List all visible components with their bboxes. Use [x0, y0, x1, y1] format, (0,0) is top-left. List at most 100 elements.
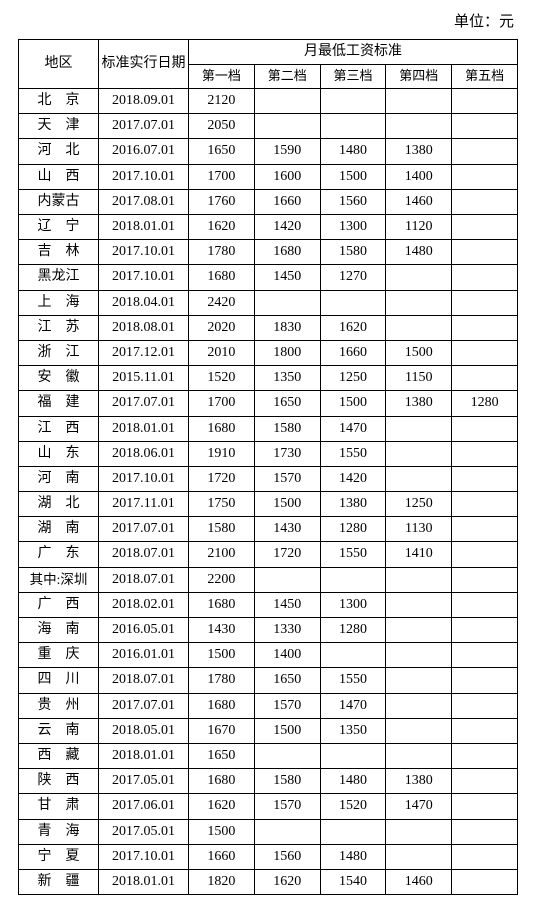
- cell-tier-4: [386, 114, 452, 139]
- cell-tier-2: 1330: [254, 618, 320, 643]
- cell-tier-3: 1550: [320, 668, 386, 693]
- cell-region: 甘 肃: [19, 794, 99, 819]
- cell-date: 2017.05.01: [99, 769, 189, 794]
- cell-tier-3: 1270: [320, 265, 386, 290]
- cell-region: 黑龙江: [19, 265, 99, 290]
- table-row: 江 苏2018.08.01202018301620: [19, 315, 518, 340]
- cell-tier-5: [452, 492, 518, 517]
- table-row: 新 疆2018.01.011820162015401460: [19, 869, 518, 894]
- cell-tier-2: 1560: [254, 844, 320, 869]
- cell-tier-4: [386, 819, 452, 844]
- cell-tier-1: 1680: [189, 416, 255, 441]
- cell-tier-4: [386, 743, 452, 768]
- table-row: 浙 江2017.12.012010180016601500: [19, 340, 518, 365]
- cell-region: 新 疆: [19, 869, 99, 894]
- table-row: 四 川2018.07.01178016501550: [19, 668, 518, 693]
- cell-tier-2: 1450: [254, 592, 320, 617]
- table-row: 河 南2017.10.01172015701420: [19, 466, 518, 491]
- cell-date: 2018.07.01: [99, 542, 189, 567]
- cell-tier-4: 1500: [386, 340, 452, 365]
- cell-tier-3: 1350: [320, 718, 386, 743]
- cell-tier-1: 1760: [189, 189, 255, 214]
- cell-tier-4: 1400: [386, 164, 452, 189]
- cell-date: 2017.05.01: [99, 819, 189, 844]
- cell-tier-1: 1430: [189, 618, 255, 643]
- cell-tier-2: 1650: [254, 668, 320, 693]
- cell-tier-5: [452, 189, 518, 214]
- cell-tier-3: 1420: [320, 466, 386, 491]
- cell-tier-5: [452, 139, 518, 164]
- unit-label: 单位：元: [18, 10, 518, 31]
- cell-tier-4: 1380: [386, 391, 452, 416]
- cell-tier-3: [320, 643, 386, 668]
- cell-tier-2: 1350: [254, 366, 320, 391]
- cell-tier-1: 1580: [189, 517, 255, 542]
- cell-tier-1: 1500: [189, 643, 255, 668]
- cell-region: 辽 宁: [19, 215, 99, 240]
- cell-tier-2: [254, 290, 320, 315]
- cell-tier-5: [452, 366, 518, 391]
- table-header: 地区 标准实行日期 月最低工资标准 第一档 第二档 第三档 第四档 第五档: [19, 40, 518, 89]
- cell-tier-3: 1500: [320, 391, 386, 416]
- cell-tier-2: [254, 567, 320, 592]
- cell-region: 四 川: [19, 668, 99, 693]
- cell-tier-5: [452, 718, 518, 743]
- cell-tier-5: [452, 643, 518, 668]
- cell-tier-3: 1520: [320, 794, 386, 819]
- cell-tier-4: 1480: [386, 240, 452, 265]
- cell-region: 重 庆: [19, 643, 99, 668]
- header-tier-5: 第五档: [452, 65, 518, 89]
- cell-tier-4: 1120: [386, 215, 452, 240]
- cell-tier-5: [452, 466, 518, 491]
- cell-tier-4: 1470: [386, 794, 452, 819]
- cell-tier-1: 1820: [189, 869, 255, 894]
- table-row: 云 南2018.05.01167015001350: [19, 718, 518, 743]
- cell-region: 江 苏: [19, 315, 99, 340]
- cell-tier-2: 1650: [254, 391, 320, 416]
- cell-date: 2017.12.01: [99, 340, 189, 365]
- cell-tier-2: 1600: [254, 164, 320, 189]
- cell-region: 山 西: [19, 164, 99, 189]
- table-row: 黑龙江2017.10.01168014501270: [19, 265, 518, 290]
- cell-tier-3: 1560: [320, 189, 386, 214]
- cell-tier-1: 2420: [189, 290, 255, 315]
- cell-tier-2: 1400: [254, 643, 320, 668]
- cell-tier-5: [452, 215, 518, 240]
- cell-tier-4: [386, 265, 452, 290]
- cell-region: 云 南: [19, 718, 99, 743]
- cell-tier-3: 1660: [320, 340, 386, 365]
- cell-tier-2: 1580: [254, 769, 320, 794]
- cell-tier-2: 1830: [254, 315, 320, 340]
- cell-tier-3: 1550: [320, 542, 386, 567]
- cell-tier-5: [452, 416, 518, 441]
- cell-tier-4: [386, 466, 452, 491]
- cell-tier-2: 1450: [254, 265, 320, 290]
- table-row: 其中:深圳2018.07.012200: [19, 567, 518, 592]
- header-date: 标准实行日期: [99, 40, 189, 89]
- cell-tier-3: 1580: [320, 240, 386, 265]
- cell-date: 2016.05.01: [99, 618, 189, 643]
- cell-region: 福 建: [19, 391, 99, 416]
- cell-tier-1: 1780: [189, 240, 255, 265]
- cell-date: 2018.04.01: [99, 290, 189, 315]
- cell-tier-5: [452, 769, 518, 794]
- cell-region: 青 海: [19, 819, 99, 844]
- cell-tier-1: 1700: [189, 164, 255, 189]
- cell-tier-1: 1620: [189, 215, 255, 240]
- cell-tier-1: 2200: [189, 567, 255, 592]
- cell-tier-1: 1680: [189, 592, 255, 617]
- cell-date: 2018.01.01: [99, 869, 189, 894]
- cell-tier-3: 1280: [320, 517, 386, 542]
- cell-tier-2: 1680: [254, 240, 320, 265]
- cell-region: 北 京: [19, 89, 99, 114]
- cell-tier-5: [452, 265, 518, 290]
- cell-date: 2018.09.01: [99, 89, 189, 114]
- cell-tier-4: [386, 441, 452, 466]
- cell-tier-1: 1670: [189, 718, 255, 743]
- cell-region: 河 南: [19, 466, 99, 491]
- cell-region: 贵 州: [19, 693, 99, 718]
- cell-tier-4: [386, 844, 452, 869]
- cell-tier-4: [386, 618, 452, 643]
- cell-region: 安 徽: [19, 366, 99, 391]
- cell-date: 2018.05.01: [99, 718, 189, 743]
